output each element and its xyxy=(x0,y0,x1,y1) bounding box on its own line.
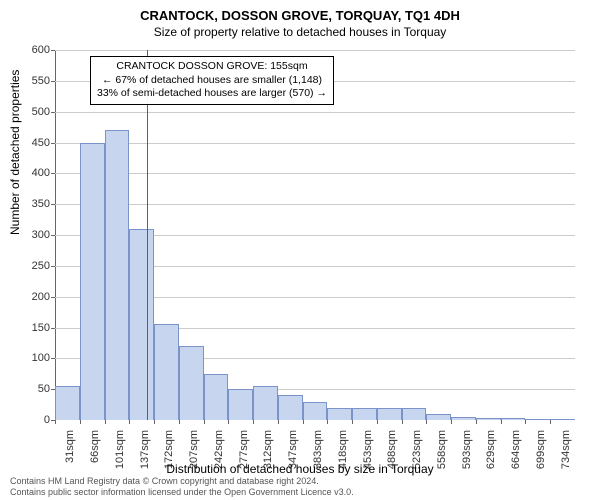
footer-line1: Contains HM Land Registry data © Crown c… xyxy=(10,476,354,487)
y-tick-label: 100 xyxy=(10,352,50,364)
histogram-bar xyxy=(154,324,179,420)
x-tick-mark xyxy=(377,420,378,424)
x-tick-mark xyxy=(179,420,180,424)
x-tick-label: 66sqm xyxy=(89,430,101,463)
histogram-bar xyxy=(303,402,328,421)
annotation-box: CRANTOCK DOSSON GROVE: 155sqm ← 67% of d… xyxy=(90,56,334,105)
x-tick-mark xyxy=(105,420,106,424)
x-tick-mark xyxy=(327,420,328,424)
histogram-bar xyxy=(525,419,550,420)
chart-title: CRANTOCK, DOSSON GROVE, TORQUAY, TQ1 4DH xyxy=(0,0,600,23)
histogram-bar xyxy=(327,408,352,420)
x-tick-mark xyxy=(501,420,502,424)
histogram-bar xyxy=(402,408,427,420)
y-tick-mark xyxy=(51,50,55,51)
histogram-bar xyxy=(105,130,130,420)
y-tick-mark xyxy=(51,204,55,205)
histogram-bar xyxy=(451,417,476,420)
x-tick-mark xyxy=(303,420,304,424)
x-axis-label: Distribution of detached houses by size … xyxy=(0,462,600,476)
x-tick-mark xyxy=(525,420,526,424)
histogram-bar xyxy=(80,143,105,421)
x-tick-mark xyxy=(80,420,81,424)
y-axis-label: Number of detached properties xyxy=(8,70,22,235)
histogram-bar xyxy=(179,346,204,420)
y-tick-label: 350 xyxy=(10,198,50,210)
x-tick-mark xyxy=(426,420,427,424)
annotation-line1: CRANTOCK DOSSON GROVE: 155sqm xyxy=(97,60,327,74)
y-tick-label: 300 xyxy=(10,229,50,241)
y-tick-mark xyxy=(51,235,55,236)
x-tick-mark xyxy=(253,420,254,424)
histogram-bar xyxy=(278,395,303,420)
annotation-line3: 33% of semi-detached houses are larger (… xyxy=(97,87,327,101)
y-tick-mark xyxy=(51,328,55,329)
y-tick-label: 400 xyxy=(10,167,50,179)
y-tick-mark xyxy=(51,81,55,82)
x-tick-mark xyxy=(451,420,452,424)
annotation-line2: ← 67% of detached houses are smaller (1,… xyxy=(97,74,327,88)
y-tick-label: 200 xyxy=(10,291,50,303)
y-tick-label: 600 xyxy=(10,44,50,56)
y-tick-mark xyxy=(51,143,55,144)
x-tick-mark xyxy=(228,420,229,424)
y-tick-label: 500 xyxy=(10,106,50,118)
footer-line2: Contains public sector information licen… xyxy=(10,487,354,498)
grid-line xyxy=(55,50,575,51)
histogram-bar xyxy=(129,229,154,420)
x-tick-mark xyxy=(129,420,130,424)
histogram-bar xyxy=(501,418,526,420)
y-tick-mark xyxy=(51,297,55,298)
x-tick-mark xyxy=(550,420,551,424)
grid-line xyxy=(55,173,575,174)
grid-line xyxy=(55,143,575,144)
footer-attribution: Contains HM Land Registry data © Crown c… xyxy=(10,476,354,498)
y-tick-label: 50 xyxy=(10,383,50,395)
x-tick-label: 31sqm xyxy=(64,430,76,463)
x-tick-mark xyxy=(55,420,56,424)
x-tick-mark xyxy=(204,420,205,424)
histogram-bar xyxy=(476,418,501,420)
y-tick-mark xyxy=(51,173,55,174)
y-tick-mark xyxy=(51,266,55,267)
chart-subtitle: Size of property relative to detached ho… xyxy=(0,23,600,39)
histogram-bar xyxy=(352,408,377,420)
y-tick-label: 450 xyxy=(10,137,50,149)
histogram-bar xyxy=(377,408,402,420)
histogram-bar xyxy=(228,389,253,420)
grid-line xyxy=(55,204,575,205)
x-tick-mark xyxy=(352,420,353,424)
y-tick-label: 150 xyxy=(10,322,50,334)
grid-line xyxy=(55,112,575,113)
histogram-bar xyxy=(55,386,80,420)
histogram-bar xyxy=(426,414,451,420)
y-tick-mark xyxy=(51,358,55,359)
y-tick-mark xyxy=(51,112,55,113)
x-tick-mark xyxy=(154,420,155,424)
x-tick-mark xyxy=(402,420,403,424)
histogram-bar xyxy=(550,419,575,420)
y-tick-label: 0 xyxy=(10,414,50,426)
x-tick-mark xyxy=(476,420,477,424)
y-tick-label: 550 xyxy=(10,75,50,87)
x-tick-mark xyxy=(278,420,279,424)
histogram-bar xyxy=(204,374,229,420)
y-tick-label: 250 xyxy=(10,260,50,272)
chart-container: CRANTOCK, DOSSON GROVE, TORQUAY, TQ1 4DH… xyxy=(0,0,600,500)
plot-area: CRANTOCK DOSSON GROVE: 155sqm ← 67% of d… xyxy=(55,50,575,420)
reference-line xyxy=(147,50,148,420)
histogram-bar xyxy=(253,386,278,420)
